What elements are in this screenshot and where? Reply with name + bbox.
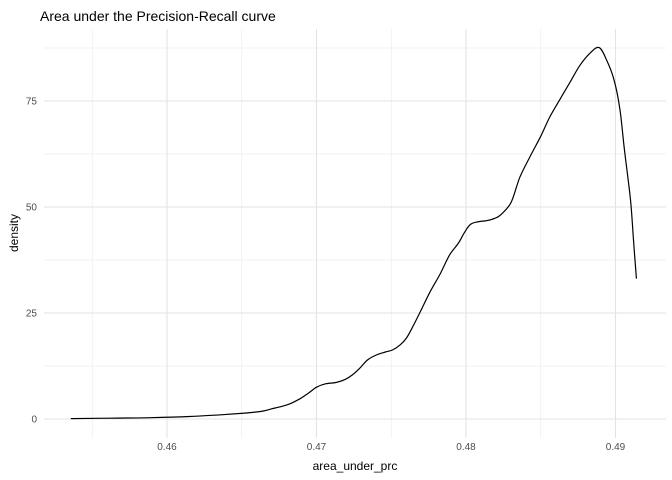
y-tick-label: 25: [26, 309, 38, 320]
y-tick-label: 50: [26, 202, 38, 213]
x-tick-label: 0.48: [456, 442, 476, 453]
x-tick-label: 0.49: [606, 442, 626, 453]
y-tick-label: 75: [26, 96, 38, 107]
y-axis-title: density: [7, 213, 21, 253]
x-tick-label: 0.46: [157, 442, 177, 453]
y-tick-label: 0: [31, 415, 37, 426]
density-curve: [70, 46, 637, 420]
x-axis-title: area_under_prc: [312, 459, 398, 473]
x-tick-label: 0.47: [307, 442, 327, 453]
plot-title: Area under the Precision-Recall curve: [40, 8, 276, 24]
